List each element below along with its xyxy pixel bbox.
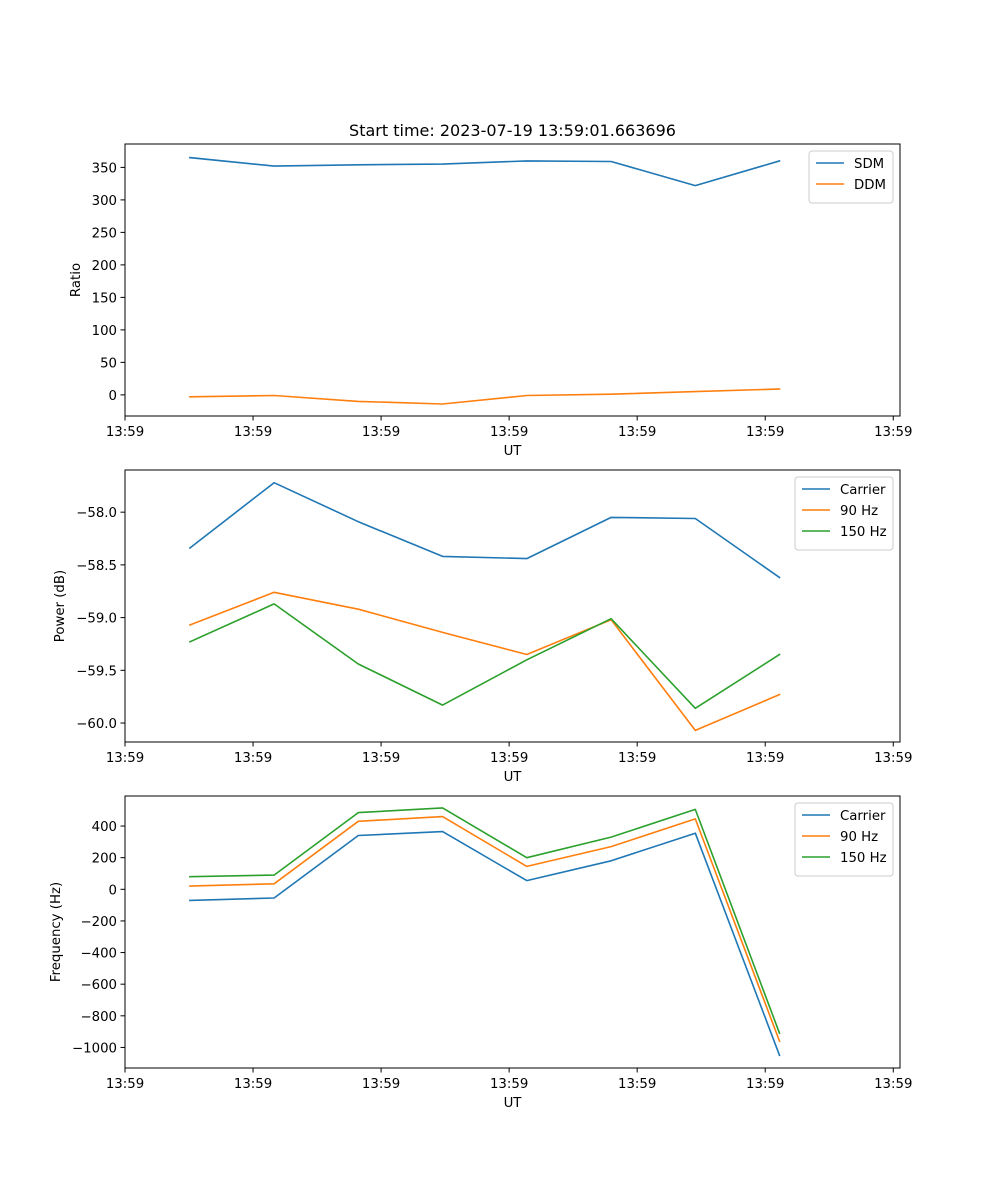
y-tick-label: 400	[92, 820, 117, 835]
x-tick-label: 13:59	[106, 751, 144, 766]
y-axis-label: Power (dB)	[53, 570, 68, 642]
series-line-sdm	[189, 156, 781, 187]
x-axis-label: UT	[504, 444, 523, 459]
y-axis-ticks: −1000 −800 −600 −400 −200 0 200 400	[72, 820, 125, 1056]
power-panel: 13:59 13:59 13:59 13:59 13:59 13:59 13:59 −60.…	[53, 469, 912, 785]
axes-frame	[124, 143, 901, 417]
y-tick-label: −60.0	[76, 717, 117, 732]
y-tick-label: −200	[80, 915, 117, 930]
y-tick-label: −59.5	[76, 664, 117, 679]
series-line-carrier	[188, 481, 781, 579]
x-tick-label: 13:59	[874, 751, 912, 766]
y-tick-label: 150	[92, 291, 117, 306]
legend: Carrier 90 Hz 150 Hz	[794, 802, 894, 877]
legend-label: DDM	[854, 178, 886, 193]
y-tick-label: 0	[109, 389, 117, 404]
x-tick-label: 13:59	[106, 1077, 144, 1092]
y-tick-label: −1000	[72, 1041, 117, 1056]
series-line-carrier	[189, 830, 781, 1057]
legend-label: Carrier	[840, 483, 886, 498]
x-tick-label: 13:59	[874, 1077, 912, 1092]
x-tick-label: 13:59	[618, 1077, 656, 1092]
y-tick-label: 350	[92, 161, 117, 176]
x-tick-label: 13:59	[490, 425, 528, 440]
legend-label: SDM	[854, 157, 884, 172]
series-lines	[189, 807, 781, 1057]
x-tick-label: 13:59	[746, 1077, 784, 1092]
legend-label: 90 Hz	[840, 504, 878, 519]
series-lines	[188, 481, 781, 732]
x-tick-label: 13:59	[362, 1077, 400, 1092]
y-tick-label: 250	[92, 226, 117, 241]
y-tick-label: 50	[100, 356, 117, 371]
y-tick-label: −600	[80, 978, 117, 993]
y-tick-label: −400	[80, 947, 117, 962]
series-line-ddm	[189, 388, 781, 405]
legend-label: 150 Hz	[840, 525, 887, 540]
series-lines	[189, 156, 781, 405]
y-tick-label: 200	[92, 852, 117, 867]
y-axis-ticks: −60.0 −59.5 −59.0 −58.5 −58.0	[76, 506, 125, 732]
ratio-panel: Start time: 2023-07-19 13:59:01.663696 1…	[69, 121, 912, 459]
axes-frame	[124, 469, 901, 743]
y-tick-label: −800	[80, 1010, 117, 1025]
y-axis-ticks: 0 50 100 150 200 250 300 350	[92, 161, 125, 404]
x-tick-label: 13:59	[874, 425, 912, 440]
x-tick-label: 13:59	[746, 751, 784, 766]
x-tick-label: 13:59	[746, 425, 784, 440]
y-tick-label: 200	[92, 259, 117, 274]
x-tick-label: 13:59	[618, 425, 656, 440]
legend: SDM DDM	[808, 150, 894, 204]
x-tick-label: 13:59	[362, 425, 400, 440]
x-axis-label: UT	[504, 1096, 523, 1111]
legend-frame	[808, 150, 894, 204]
y-tick-label: −58.5	[76, 559, 117, 574]
x-tick-label: 13:59	[234, 425, 272, 440]
x-axis-ticks: 13:59 13:59 13:59 13:59 13:59 13:59 13:59	[106, 1068, 912, 1092]
legend: Carrier 90 Hz 150 Hz	[794, 476, 894, 551]
x-tick-label: 13:59	[234, 751, 272, 766]
x-tick-label: 13:59	[618, 751, 656, 766]
x-tick-label: 13:59	[106, 425, 144, 440]
legend-label: 90 Hz	[840, 830, 878, 845]
y-tick-label: 100	[92, 324, 117, 339]
y-tick-label: −58.0	[76, 506, 117, 521]
y-axis-label: Frequency (Hz)	[49, 882, 64, 982]
x-axis-ticks: 13:59 13:59 13:59 13:59 13:59 13:59 13:59	[106, 416, 912, 440]
y-tick-label: −59.0	[76, 612, 117, 627]
series-line-150-hz	[189, 807, 781, 1035]
axes-frame	[124, 795, 901, 1069]
legend-label: 150 Hz	[840, 851, 887, 866]
x-tick-label: 13:59	[490, 751, 528, 766]
legend-label: Carrier	[840, 809, 886, 824]
y-tick-label: 0	[109, 883, 117, 898]
series-line-90-hz	[188, 591, 781, 732]
y-tick-label: 300	[92, 194, 117, 209]
x-tick-label: 13:59	[362, 751, 400, 766]
x-axis-ticks: 13:59 13:59 13:59 13:59 13:59 13:59 13:59	[106, 742, 912, 766]
chart-title: Start time: 2023-07-19 13:59:01.663696	[349, 121, 676, 140]
series-line-150-hz	[188, 603, 781, 710]
x-axis-label: UT	[504, 770, 523, 785]
x-tick-label: 13:59	[490, 1077, 528, 1092]
y-axis-label: Ratio	[69, 263, 84, 297]
frequency-panel: 13:59 13:59 13:59 13:59 13:59 13:59 13:59 −100…	[49, 795, 912, 1111]
x-tick-label: 13:59	[234, 1077, 272, 1092]
series-line-90-hz	[189, 815, 781, 1043]
